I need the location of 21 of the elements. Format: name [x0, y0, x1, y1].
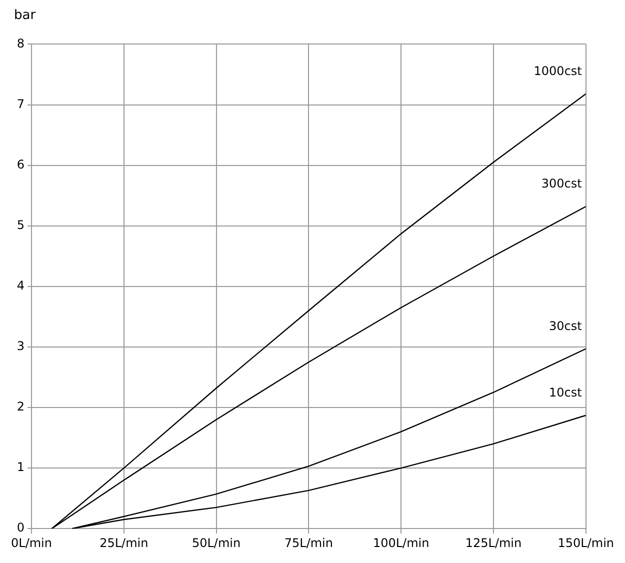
y-tick-label: 8 — [16, 36, 24, 50]
series-label: 10cst — [549, 385, 582, 400]
y-axis-title: bar — [13, 8, 37, 25]
y-tick-label: 3 — [16, 339, 24, 354]
x-tick-label: 125L/min — [465, 536, 522, 550]
y-tick-label: 6 — [16, 157, 24, 172]
x-tick-label: 50L/min — [192, 536, 241, 550]
series-label: 1000cst — [534, 64, 582, 78]
x-tick-label: 75L/min — [284, 536, 334, 550]
x-tick-label: 100L/min — [372, 536, 430, 550]
x-tick-label: 25L/min — [100, 536, 148, 550]
y-tick-label: 1 — [16, 460, 24, 474]
y-tick-label: 0 — [16, 520, 24, 535]
series-label: 30cst — [549, 318, 582, 333]
y-tick-label: 4 — [16, 278, 24, 293]
series-label: 300cst — [541, 176, 582, 191]
y-tick-label: 7 — [16, 96, 24, 111]
x-tick-label: 0L/min — [10, 536, 52, 550]
x-tick-label: 150L/min — [558, 536, 614, 550]
y-tick-label: 2 — [16, 400, 24, 414]
y-tick-label: 5 — [16, 218, 24, 232]
